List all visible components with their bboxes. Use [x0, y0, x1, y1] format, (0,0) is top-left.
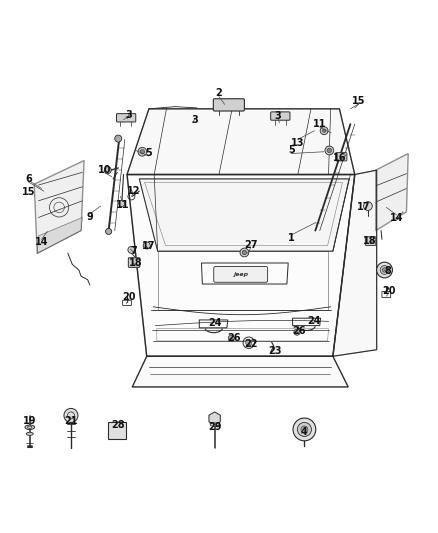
- Text: 28: 28: [111, 420, 125, 430]
- Polygon shape: [127, 109, 355, 174]
- Circle shape: [138, 147, 147, 156]
- Text: 18: 18: [129, 258, 143, 268]
- Text: 29: 29: [208, 422, 221, 432]
- Polygon shape: [376, 154, 408, 231]
- Text: 11: 11: [116, 200, 129, 210]
- Text: jeep: jeep: [233, 272, 248, 277]
- Polygon shape: [209, 412, 220, 425]
- Circle shape: [377, 262, 392, 278]
- Circle shape: [327, 148, 332, 152]
- Circle shape: [128, 246, 135, 253]
- Text: 18: 18: [363, 236, 377, 246]
- Text: 2: 2: [215, 88, 223, 99]
- Circle shape: [301, 426, 308, 433]
- Circle shape: [364, 201, 372, 211]
- Text: 14: 14: [35, 237, 48, 247]
- Polygon shape: [127, 174, 355, 356]
- FancyBboxPatch shape: [213, 99, 244, 111]
- Circle shape: [106, 229, 112, 235]
- Text: 3: 3: [126, 110, 133, 120]
- Text: 22: 22: [244, 339, 257, 349]
- Ellipse shape: [210, 423, 219, 426]
- Ellipse shape: [25, 425, 35, 430]
- FancyBboxPatch shape: [117, 114, 136, 122]
- FancyBboxPatch shape: [108, 423, 126, 439]
- Ellipse shape: [26, 432, 33, 435]
- Text: 15: 15: [353, 96, 366, 106]
- Text: 24: 24: [208, 318, 221, 328]
- Circle shape: [320, 127, 328, 135]
- Text: 12: 12: [127, 186, 140, 196]
- Circle shape: [293, 418, 316, 441]
- Circle shape: [140, 150, 145, 154]
- Text: 19: 19: [23, 416, 36, 426]
- Text: 3: 3: [275, 111, 282, 122]
- FancyBboxPatch shape: [271, 112, 290, 120]
- Text: 17: 17: [142, 241, 155, 252]
- Text: 26: 26: [228, 333, 241, 343]
- Circle shape: [228, 335, 234, 342]
- Text: 11: 11: [313, 119, 326, 129]
- Text: 3: 3: [191, 115, 198, 125]
- Circle shape: [246, 340, 252, 346]
- Circle shape: [322, 129, 326, 133]
- Circle shape: [104, 167, 111, 174]
- Text: 8: 8: [384, 266, 391, 276]
- FancyBboxPatch shape: [214, 266, 268, 282]
- Polygon shape: [139, 179, 349, 251]
- Text: 14: 14: [390, 213, 403, 223]
- Polygon shape: [333, 170, 377, 356]
- Text: 7: 7: [130, 246, 137, 256]
- Text: 15: 15: [22, 187, 35, 197]
- Text: 17: 17: [357, 203, 370, 212]
- Text: 1: 1: [288, 233, 295, 243]
- Polygon shape: [37, 217, 82, 253]
- Text: 21: 21: [64, 416, 78, 426]
- Text: 20: 20: [382, 286, 396, 296]
- Circle shape: [64, 408, 78, 423]
- Text: 27: 27: [244, 240, 257, 251]
- Circle shape: [119, 200, 125, 206]
- Polygon shape: [34, 160, 84, 253]
- Circle shape: [325, 146, 334, 155]
- Text: 13: 13: [291, 138, 304, 148]
- Text: 20: 20: [123, 292, 136, 302]
- Circle shape: [143, 242, 150, 249]
- Circle shape: [380, 265, 389, 274]
- Text: 16: 16: [333, 153, 346, 163]
- Circle shape: [242, 251, 247, 255]
- Circle shape: [297, 423, 311, 437]
- FancyBboxPatch shape: [365, 237, 376, 246]
- Text: 6: 6: [25, 174, 32, 184]
- Circle shape: [294, 329, 300, 335]
- Polygon shape: [132, 356, 348, 387]
- Text: 26: 26: [293, 326, 306, 336]
- Text: 24: 24: [308, 316, 321, 326]
- Circle shape: [240, 248, 249, 257]
- Text: 9: 9: [86, 212, 93, 222]
- Text: 23: 23: [268, 345, 282, 356]
- Circle shape: [382, 268, 387, 272]
- Text: 4: 4: [301, 427, 308, 437]
- Text: 5: 5: [145, 149, 152, 158]
- Text: 5: 5: [288, 146, 295, 156]
- FancyBboxPatch shape: [336, 152, 347, 161]
- Text: 10: 10: [99, 165, 112, 175]
- Circle shape: [115, 135, 122, 142]
- FancyBboxPatch shape: [128, 258, 140, 268]
